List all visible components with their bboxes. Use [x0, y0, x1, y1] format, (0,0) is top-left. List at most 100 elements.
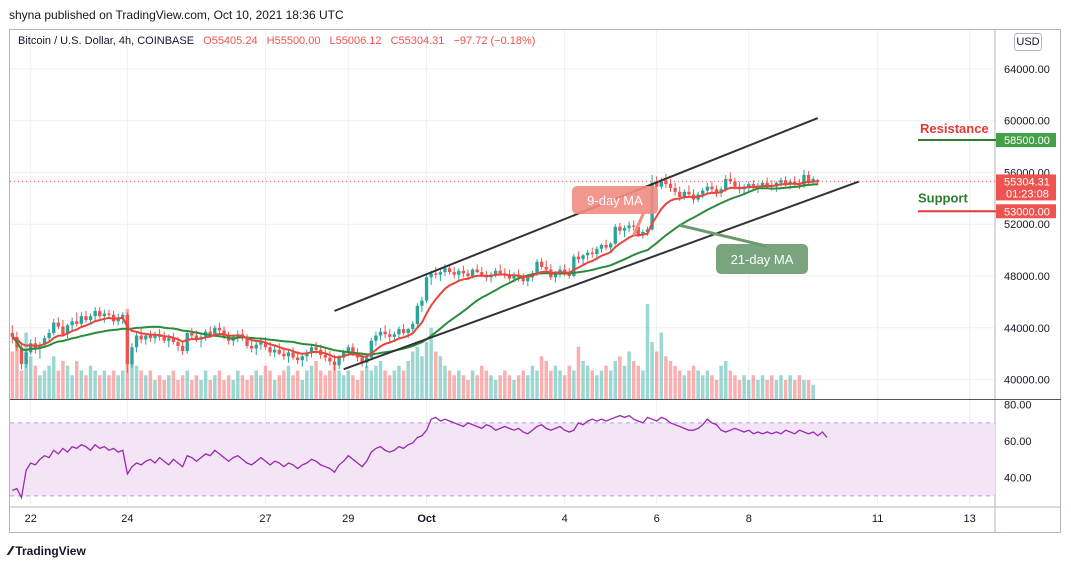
volume-bar: [259, 375, 263, 399]
time-tick-label: 29: [342, 513, 354, 525]
volume-bar: [434, 351, 438, 399]
candle: [447, 268, 452, 273]
volume-bar: [245, 380, 249, 399]
volume-bar: [378, 361, 383, 399]
tradingview-logo[interactable]: ⁄⁄ TradingView: [9, 543, 86, 558]
candle: [627, 225, 631, 229]
volume-bar: [765, 380, 769, 399]
candle: [526, 277, 530, 282]
candle: [622, 228, 627, 231]
volume-bar: [700, 375, 705, 399]
volume-bar: [562, 375, 567, 399]
candle: [562, 269, 567, 273]
volume-bar: [608, 370, 613, 399]
candle: [134, 335, 139, 348]
volume-bar: [111, 370, 116, 399]
volume-bar: [691, 365, 696, 399]
volume-bar: [346, 370, 351, 399]
volume-bar: [788, 375, 792, 399]
candle: [153, 334, 157, 339]
support-label: Support: [918, 190, 968, 205]
volume-bar: [576, 346, 581, 399]
volume-bar: [673, 365, 677, 399]
candle: [655, 182, 659, 187]
volume-bar: [484, 370, 489, 399]
volume-bar: [51, 356, 56, 399]
volume-bar: [687, 370, 691, 399]
candle: [190, 332, 194, 336]
volume-bar: [719, 365, 723, 399]
candle: [171, 338, 176, 343]
candle: [793, 181, 797, 185]
volume-bar: [595, 375, 599, 399]
volume-bar: [15, 346, 19, 399]
candle: [659, 180, 663, 187]
volume-bar: [604, 365, 608, 399]
ma9-callout-label: 9-day MA: [587, 193, 643, 208]
candle: [535, 261, 539, 274]
candle: [401, 329, 406, 333]
volume-bar: [387, 375, 392, 399]
currency-button[interactable]: USD: [1014, 33, 1042, 51]
volume-bar: [530, 365, 535, 399]
volume-bar: [793, 380, 797, 399]
volume-bar: [157, 375, 162, 399]
candle: [581, 255, 585, 260]
volume-bar: [424, 342, 429, 399]
candle: [351, 347, 355, 354]
volume-bar: [429, 327, 433, 399]
ma21-callout: [716, 244, 808, 274]
volume-bar: [802, 380, 806, 399]
volume-bar: [705, 370, 710, 399]
candle: [544, 266, 548, 270]
candle: [539, 261, 544, 267]
volume-bar: [466, 380, 470, 399]
candle: [553, 273, 558, 278]
candle: [512, 274, 516, 279]
candle: [420, 300, 424, 306]
publisher-line: shyna published on TradingView.com, Oct …: [9, 8, 344, 22]
volume-bar: [42, 370, 47, 399]
volume-bar: [535, 370, 539, 399]
candle: [613, 226, 617, 244]
volume-bar: [742, 375, 746, 399]
volume-bar: [47, 365, 51, 399]
candle: [682, 191, 686, 198]
volume-bar: [507, 375, 512, 399]
candle: [724, 178, 728, 190]
volume-bar: [733, 375, 737, 399]
volume-bar: [116, 375, 120, 399]
price-tag: [996, 174, 1056, 201]
volume-bar: [65, 365, 70, 399]
price-tag: [996, 204, 1056, 219]
price-tick-label: 52000.00: [1004, 219, 1050, 231]
volume-bar: [503, 370, 507, 399]
volume-bar: [383, 370, 387, 399]
candle: [167, 338, 171, 341]
price-tick-label: 40000.00: [1004, 375, 1050, 387]
ma9-line: [11, 180, 818, 359]
volume-bar: [392, 370, 397, 399]
candle: [604, 244, 608, 248]
volume-bar: [549, 370, 553, 399]
volume-bar: [240, 375, 245, 399]
volume-bar: [148, 370, 153, 399]
candle: [645, 229, 650, 232]
volume-bar: [374, 365, 378, 399]
volume-bar: [231, 380, 235, 399]
volume-bar: [521, 370, 525, 399]
rsi-line: [12, 414, 828, 500]
candle: [392, 334, 396, 337]
volume-bar: [415, 346, 420, 399]
candle: [678, 191, 682, 198]
candle: [424, 277, 429, 301]
volume-bar: [420, 356, 424, 399]
candle: [751, 184, 756, 188]
volume-bar: [664, 356, 668, 399]
volume-bar: [410, 351, 415, 399]
candle: [337, 357, 341, 366]
volume-bar: [747, 380, 751, 399]
volume-bar: [134, 365, 139, 399]
volume-bar: [84, 375, 88, 399]
